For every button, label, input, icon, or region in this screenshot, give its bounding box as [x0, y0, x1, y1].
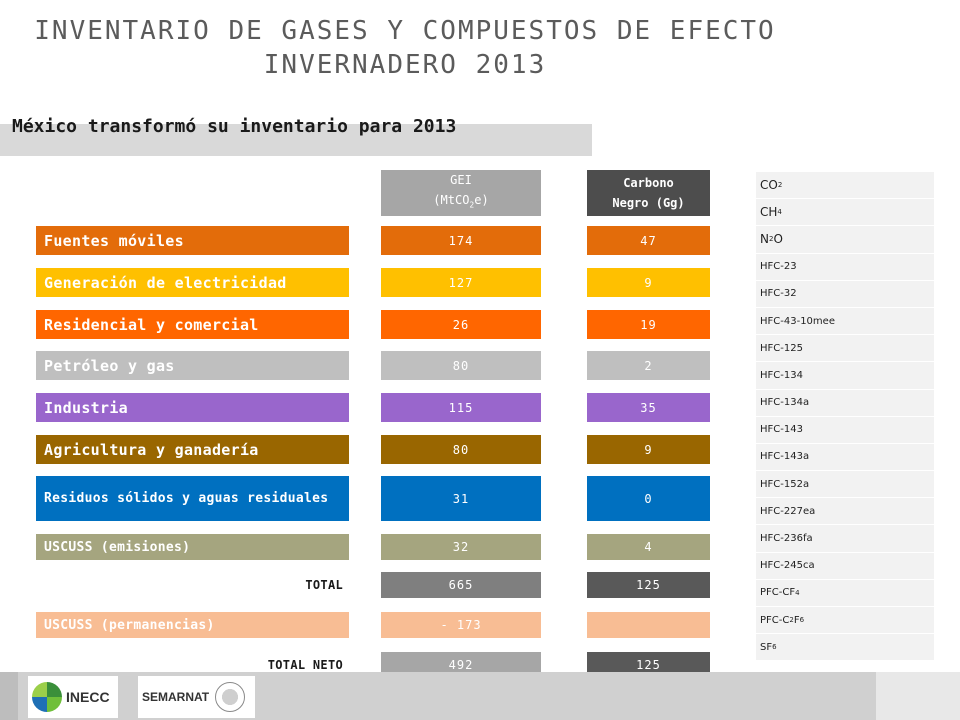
- gei-value: - 173: [381, 612, 541, 638]
- inecc-logo: INECC: [28, 676, 118, 718]
- footer-right-block: [876, 672, 960, 720]
- cb-header-line2: Negro (Gg): [612, 196, 685, 210]
- gei-value: 174: [381, 226, 541, 255]
- gas-list: CO 2 CH 4 N 2 O HFC-23 HFC-32 HFC-43-10mee HFC-125…: [756, 172, 934, 662]
- gei-header: GEI (MtCO2e): [381, 170, 541, 216]
- row-label: TOTAL NETO: [267, 658, 343, 672]
- row-label: Residencial y comercial: [36, 310, 349, 339]
- mexico-seal-icon: [215, 682, 246, 712]
- inecc-emblem-icon: [32, 682, 62, 712]
- title-line-1: INVENTARIO DE GASES Y COMPUESTOS DE EFEC…: [34, 16, 776, 46]
- cb-header-line1: Carbono: [623, 176, 674, 190]
- gei-header-line2: (MtCO2e): [433, 193, 489, 210]
- gas-item: HFC-152a: [756, 471, 934, 499]
- inecc-logo-text: INECC: [66, 689, 110, 705]
- gei-value: 31: [381, 476, 541, 521]
- carbono-negro-value: [587, 612, 710, 638]
- gas-item: PFC-CF 4: [756, 579, 934, 607]
- carbono-negro-value: 9: [587, 435, 710, 464]
- gas-item: HFC-245ca: [756, 552, 934, 580]
- gei-value: 665: [381, 572, 541, 598]
- carbono-negro-value: 35: [587, 393, 710, 422]
- gei-value: 80: [381, 435, 541, 464]
- gas-item: SF 6: [756, 634, 934, 662]
- semarnat-logo: SEMARNAT: [138, 676, 255, 718]
- gas-item: HFC-227ea: [756, 498, 934, 526]
- row-label: Fuentes móviles: [36, 226, 349, 255]
- gas-item: CO 2: [756, 172, 934, 200]
- carbono-negro-value: 4: [587, 534, 710, 560]
- gas-item: CH 4: [756, 199, 934, 227]
- gei-header-line1: GEI: [450, 173, 472, 188]
- row-label: Industria: [36, 393, 349, 422]
- gas-item: HFC-23: [756, 253, 934, 281]
- row-label: USCUSS (emisiones): [36, 534, 349, 560]
- gas-item: HFC-143: [756, 416, 934, 444]
- row-label: USCUSS (permanencias): [36, 612, 349, 638]
- gas-item: PFC-C 2 F 6: [756, 607, 934, 635]
- carbono-negro-value: 9: [587, 268, 710, 297]
- slide-title: INVENTARIO DE GASES Y COMPUESTOS DE EFEC…: [0, 14, 810, 82]
- carbono-negro-value: 125: [587, 572, 710, 598]
- gas-item: HFC-143a: [756, 443, 934, 472]
- title-line-2: INVERNADERO 2013: [263, 50, 547, 80]
- row-label: TOTAL: [305, 578, 343, 592]
- carbono-negro-value: 2: [587, 351, 710, 380]
- gas-item: HFC-125: [756, 335, 934, 363]
- row-label: Residuos sólidos y aguas residuales: [36, 476, 349, 521]
- gei-value: 26: [381, 310, 541, 339]
- carbono-negro-value: 0: [587, 476, 710, 521]
- carbono-negro-value: 19: [587, 310, 710, 339]
- gei-value: 115: [381, 393, 541, 422]
- gas-item: HFC-32: [756, 280, 934, 308]
- subtitle: México transformó su inventario para 201…: [12, 116, 457, 137]
- gas-item: HFC-134a: [756, 389, 934, 417]
- gei-value: 80: [381, 351, 541, 380]
- carbono-negro-header: Carbono Negro (Gg): [587, 170, 710, 216]
- gei-value: 32: [381, 534, 541, 560]
- footer-left-block: [0, 672, 18, 720]
- gas-item: HFC-43-10mee: [756, 307, 934, 336]
- carbono-negro-value: 47: [587, 226, 710, 255]
- gei-value: 127: [381, 268, 541, 297]
- gas-item: HFC-236fa: [756, 525, 934, 553]
- subtitle-bar: [0, 124, 592, 156]
- row-label: Agricultura y ganadería: [36, 435, 349, 464]
- row-label: Generación de electricidad: [36, 268, 349, 297]
- gas-item: HFC-134: [756, 362, 934, 390]
- row-label: Petróleo y gas: [36, 351, 349, 380]
- semarnat-logo-text: SEMARNAT: [142, 690, 210, 704]
